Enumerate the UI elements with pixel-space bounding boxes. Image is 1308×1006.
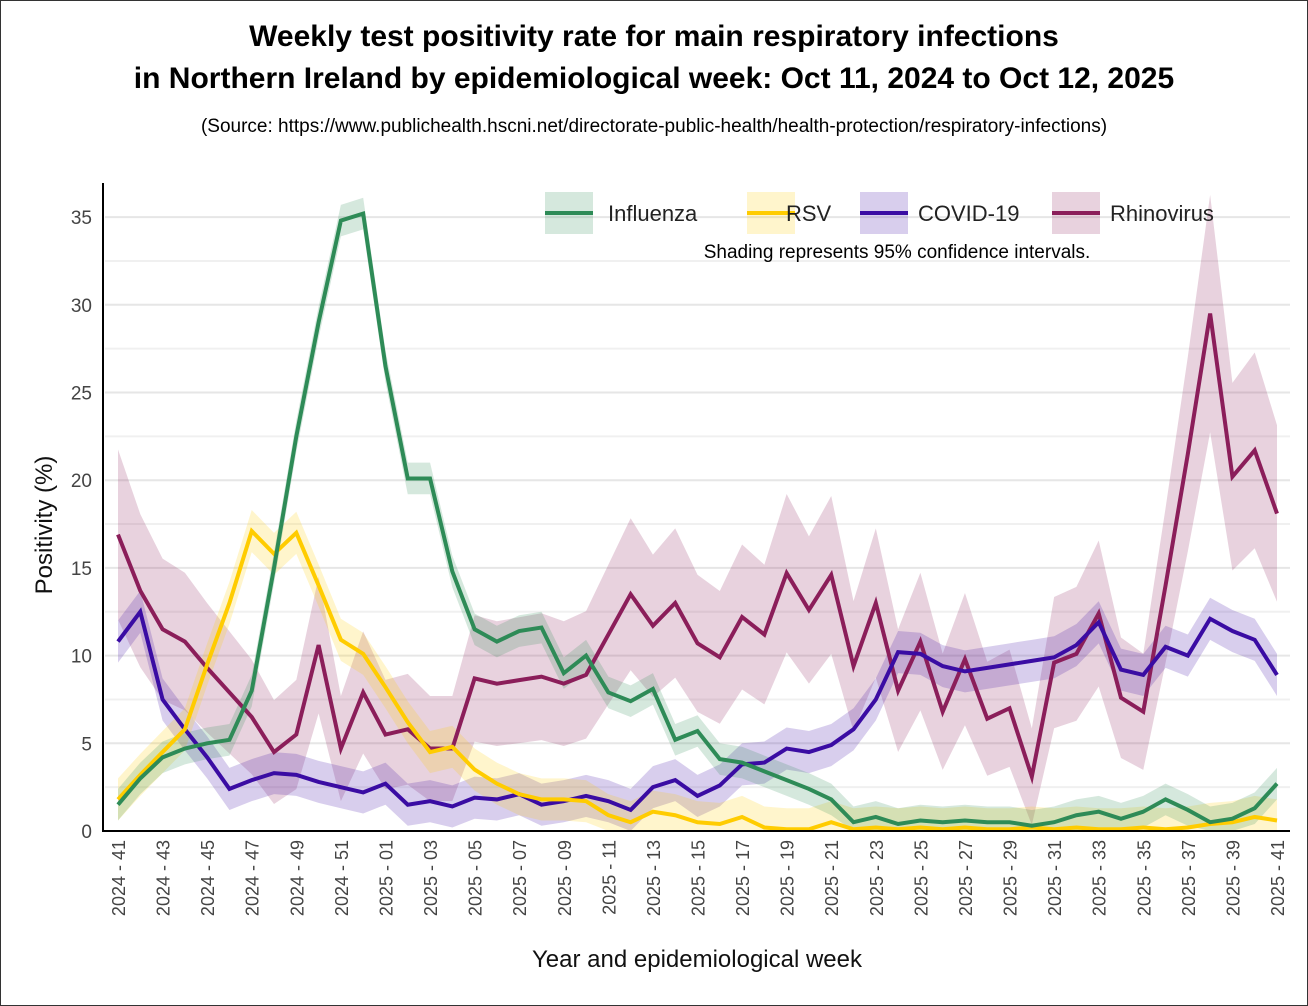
- y-tick-label: 0: [81, 822, 92, 843]
- x-tick-label: 2025 - 41: [1268, 840, 1288, 916]
- chart-source: (Source: https://www.publichealth.hscni.…: [200, 116, 1108, 137]
- x-tick-label: 2025 - 27: [956, 840, 976, 916]
- x-tick-label: 2025 - 17: [733, 840, 753, 916]
- y-axis-title: Positivity (%): [31, 456, 58, 595]
- legend-label: Rhinovirus: [1110, 201, 1214, 226]
- x-tick-label: 2025 - 15: [689, 840, 709, 916]
- y-tick-label: 10: [71, 647, 92, 668]
- x-tick-label: 2025 - 13: [644, 840, 664, 916]
- legend: Influenza RSV COVID-19 Rhinovirus: [545, 192, 1214, 234]
- y-tick-label: 5: [81, 734, 92, 755]
- legend-label: RSV: [786, 201, 832, 226]
- x-tick-label: 2025 - 31: [1045, 840, 1065, 916]
- x-tick-label: 2025 - 05: [466, 840, 486, 916]
- x-tick-label: 2025 - 25: [911, 840, 931, 916]
- ci-annotation: Shading represents 95% confidence interv…: [704, 242, 1091, 263]
- ci-band-covid-19: [118, 590, 1277, 831]
- gridlines: [105, 216, 1290, 832]
- x-tick-label: 2025 - 07: [510, 840, 530, 916]
- chart-title-line-1: Weekly test positivity rate for main res…: [249, 20, 1059, 53]
- x-tick-label: 2024 - 51: [332, 840, 352, 916]
- x-tick-label: 2025 - 33: [1090, 840, 1110, 916]
- y-tick-label: 15: [71, 559, 92, 580]
- x-tick-label: 2025 - 39: [1223, 840, 1243, 916]
- y-tick-label: 35: [71, 208, 92, 229]
- legend-label: COVID-19: [918, 201, 1019, 226]
- x-tick-label: 2025 - 29: [1001, 840, 1021, 916]
- legend-label: Influenza: [608, 201, 698, 226]
- series-lines: [116, 210, 1279, 832]
- x-tick-label: 2025 - 21: [822, 840, 842, 916]
- x-tick-labels: 2024 - 41 2024 - 43 2024 - 45 2024 - 47 2024…: [109, 840, 1288, 916]
- x-tick-label: 2024 - 41: [109, 840, 129, 916]
- x-tick-label: 2025 - 23: [867, 840, 887, 916]
- x-tick-label: 2024 - 43: [154, 840, 174, 916]
- y-tick-labels: 0 5 10 15 20 25 30 35: [71, 208, 92, 843]
- x-axis-title: Year and epidemiological week: [532, 946, 863, 973]
- chart-title-line-2: in Northern Ireland by epidemiological w…: [133, 62, 1175, 95]
- y-tick-label: 20: [71, 471, 92, 492]
- x-tick-label: 2024 - 45: [198, 840, 218, 916]
- x-tick-label: 2025 - 09: [555, 840, 575, 916]
- x-tick-label: 2024 - 47: [243, 840, 263, 916]
- y-tick-label: 25: [71, 384, 92, 405]
- x-tick-label: 2025 - 01: [376, 840, 396, 916]
- x-tick-label: 2025 - 19: [778, 840, 798, 916]
- x-tick-label: 2025 - 37: [1179, 840, 1199, 916]
- x-tick-label: 2025 - 03: [421, 840, 441, 916]
- x-tick-label: 2025 - 11: [599, 840, 619, 915]
- x-tick-label: 2025 - 35: [1134, 840, 1154, 916]
- x-tick-label: 2024 - 49: [287, 840, 307, 916]
- y-tick-label: 30: [71, 296, 92, 317]
